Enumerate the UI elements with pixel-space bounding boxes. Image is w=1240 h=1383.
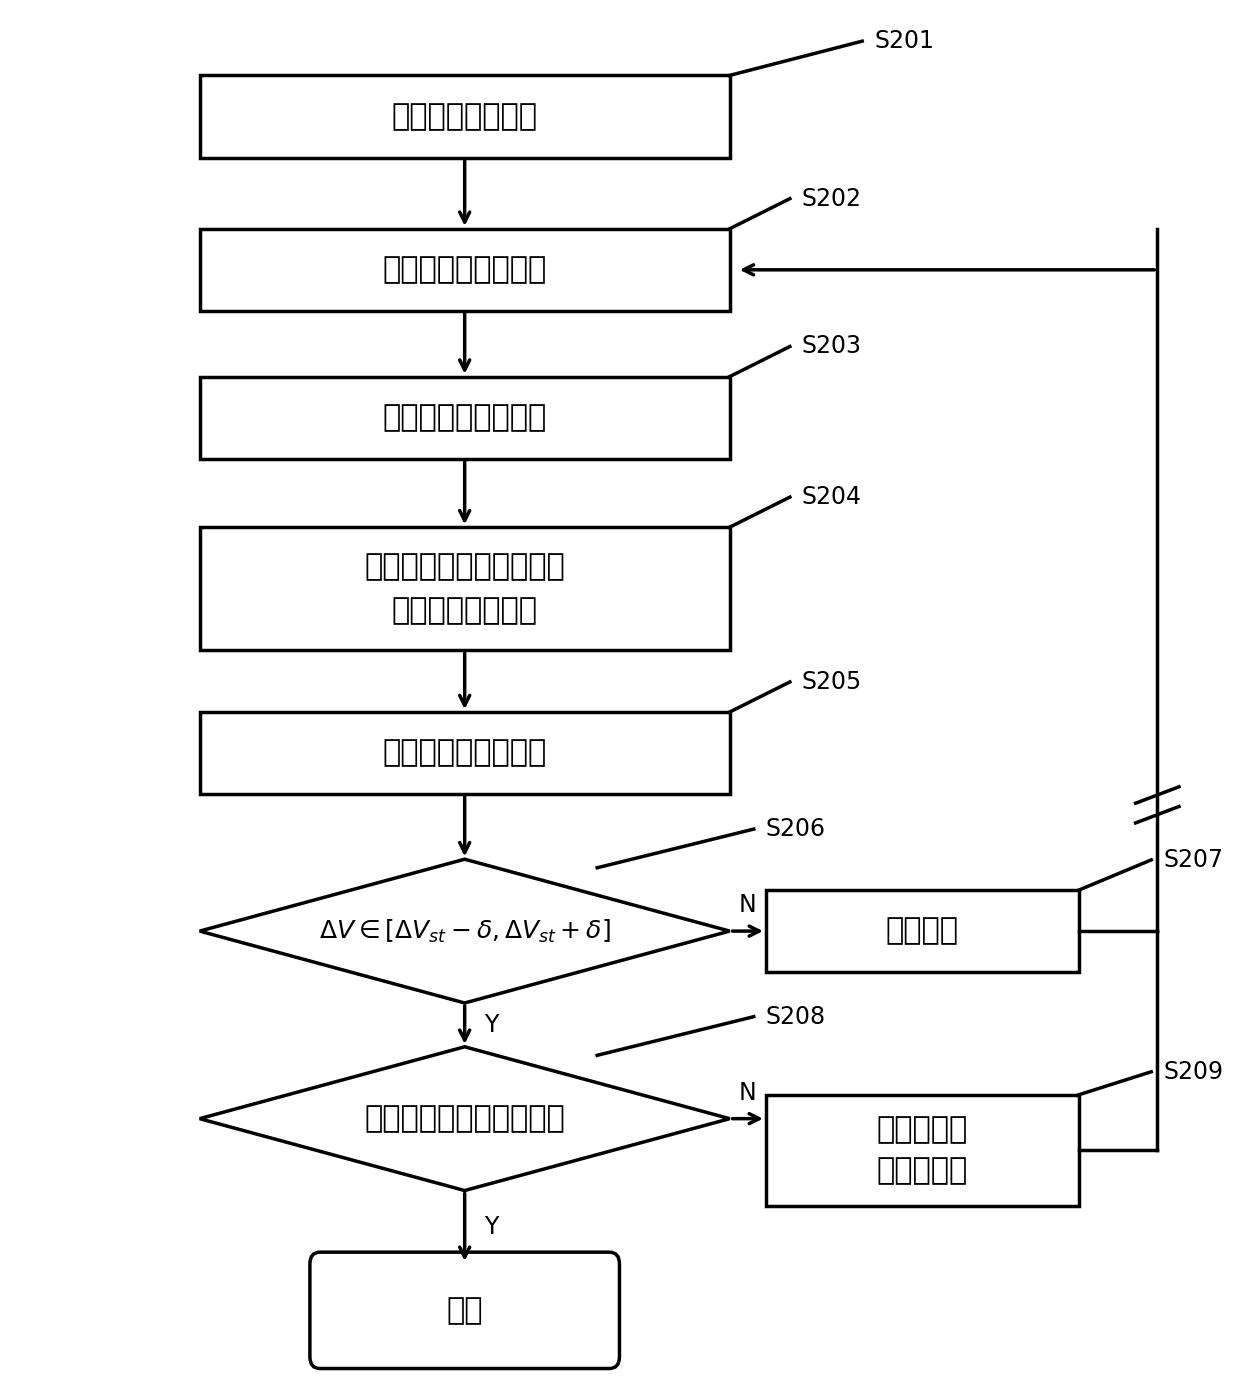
Text: S206: S206: [766, 817, 826, 841]
Text: S205: S205: [802, 669, 862, 694]
FancyBboxPatch shape: [200, 712, 729, 794]
Text: $\Delta V \in [\Delta V_{st}-\delta,\Delta V_{st}+\delta]$: $\Delta V \in [\Delta V_{st}-\delta,\Del…: [319, 917, 610, 945]
FancyBboxPatch shape: [766, 1095, 1079, 1206]
FancyBboxPatch shape: [766, 891, 1079, 972]
Text: Y: Y: [484, 1012, 498, 1037]
FancyBboxPatch shape: [200, 527, 729, 650]
Text: 结束: 结束: [446, 1296, 482, 1325]
Text: S208: S208: [766, 1004, 826, 1029]
Text: N: N: [739, 893, 756, 917]
Text: 所有垂直灵敏度校正结束: 所有垂直灵敏度校正结束: [365, 1104, 565, 1133]
FancyBboxPatch shape: [200, 76, 729, 158]
Text: S202: S202: [802, 187, 862, 210]
Polygon shape: [200, 1047, 729, 1191]
Text: 下调偏置电压后采集: 下调偏置电压后采集: [383, 256, 547, 285]
Text: N: N: [739, 1082, 756, 1105]
Text: 垂直灵敏度: 垂直灵敏度: [877, 1156, 968, 1185]
Text: S201: S201: [874, 29, 934, 53]
Text: 初始化数字示波器: 初始化数字示波器: [392, 102, 538, 131]
Text: S204: S204: [802, 485, 862, 509]
Text: 数据值的相对距离: 数据值的相对距离: [392, 596, 538, 625]
FancyBboxPatch shape: [310, 1252, 620, 1369]
Text: 上调偏置电压后采集: 上调偏置电压后采集: [383, 404, 547, 431]
Text: 切换至下一: 切换至下一: [877, 1115, 968, 1144]
Text: 计算相对距离标准值: 计算相对距离标准值: [383, 739, 547, 768]
FancyBboxPatch shape: [200, 376, 729, 459]
Text: S203: S203: [802, 335, 862, 358]
Text: S209: S209: [1163, 1059, 1224, 1084]
Polygon shape: [200, 859, 729, 1003]
Text: S207: S207: [1163, 848, 1224, 871]
Text: 增益调节: 增益调节: [885, 917, 959, 946]
FancyBboxPatch shape: [200, 228, 729, 311]
Text: 计算两次偏置电压的采集: 计算两次偏置电压的采集: [365, 552, 565, 581]
Text: Y: Y: [484, 1216, 498, 1239]
